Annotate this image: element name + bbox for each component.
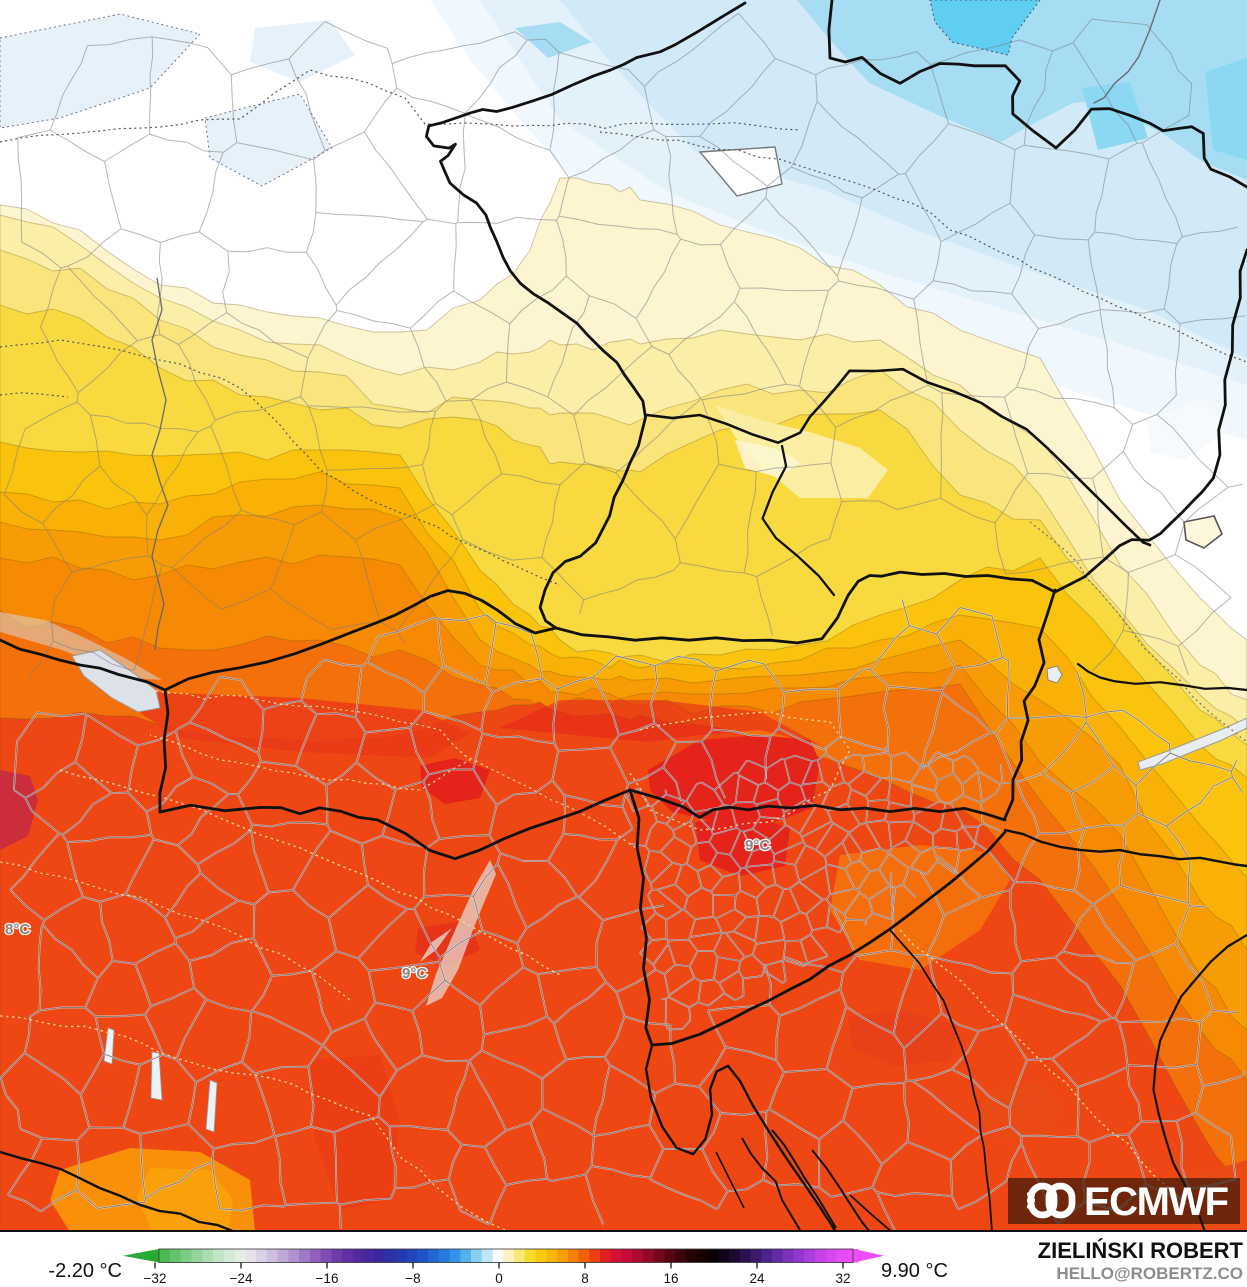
svg-text:ECMWF: ECMWF [1084,1180,1228,1224]
svg-text:9°C: 9°C [402,965,427,982]
svg-text:32: 32 [835,1271,850,1286]
svg-text:8°C: 8°C [5,921,30,938]
svg-text:HELLO@ROBERTZ.CO: HELLO@ROBERTZ.CO [1056,1264,1243,1283]
svg-text:16: 16 [663,1271,678,1286]
svg-text:−8: −8 [405,1271,420,1286]
svg-text:9.90 °C: 9.90 °C [881,1260,948,1282]
svg-text:−32: −32 [144,1271,167,1286]
svg-text:24: 24 [749,1271,765,1286]
svg-text:−24: −24 [230,1271,253,1286]
svg-text:9°C: 9°C [745,837,770,854]
svg-text:−16: −16 [316,1271,339,1286]
svg-text:0: 0 [495,1271,503,1286]
svg-text:-2.20 °C: -2.20 °C [48,1260,122,1282]
svg-text:ZIELIŃSKI ROBERT: ZIELIŃSKI ROBERT [1038,1238,1244,1263]
svg-text:8: 8 [581,1271,589,1286]
